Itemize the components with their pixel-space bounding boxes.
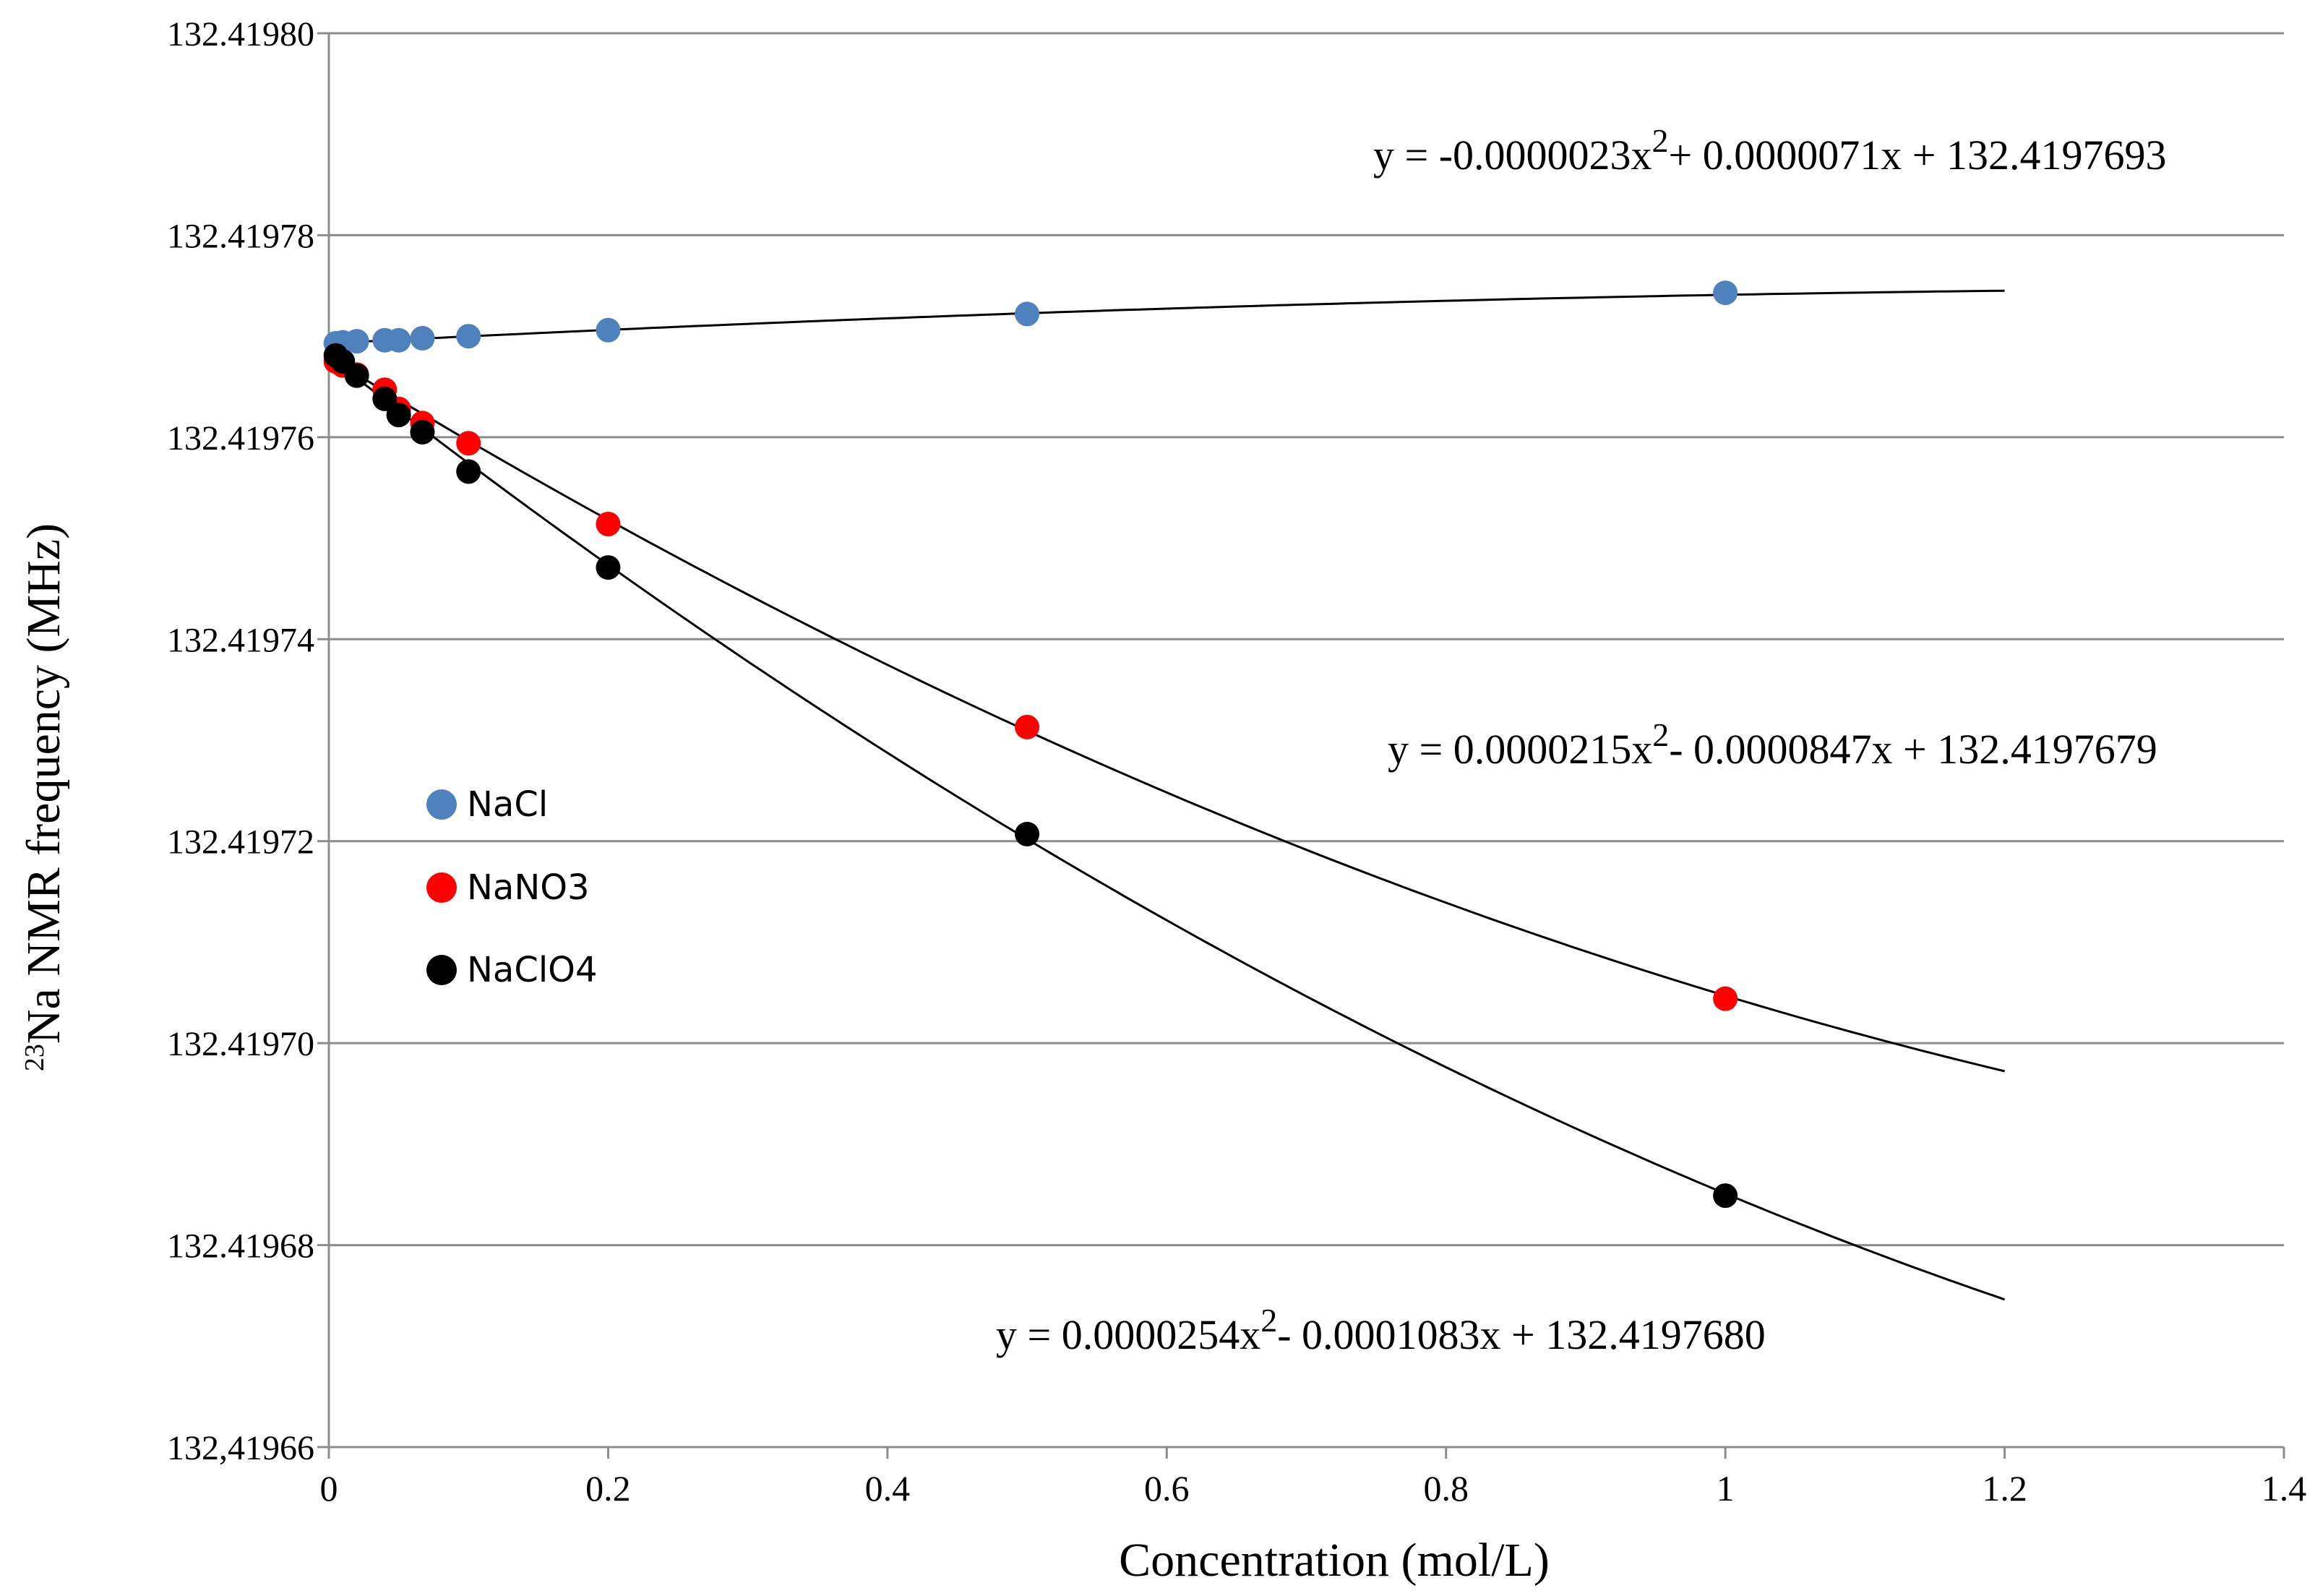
- data-point-naclo4: [456, 459, 481, 484]
- x-axis-title: Concentration (mol/L): [1119, 1534, 1550, 1587]
- gridlines: [329, 32, 2284, 1247]
- data-point-nacl: [1713, 280, 1738, 306]
- data-point-nacl: [596, 317, 621, 343]
- data-point-naclo4: [372, 386, 398, 411]
- legend-marker-naclo4: [426, 955, 457, 985]
- y-tick-label: 132.41970: [167, 1025, 314, 1063]
- legend: NaCl NaNO3 NaClO4: [426, 784, 598, 990]
- x-tick-label: 0: [320, 1468, 338, 1509]
- legend-marker-nano3: [426, 872, 457, 903]
- y-tick-labels: 132,41966 132.41968 132.41970 132.41972 132.…: [167, 15, 314, 1467]
- data-point-nano3: [596, 512, 621, 537]
- x-tick-labels: 0 0.2 0.4 0.6 0.8 1 1.2 1.4: [320, 1468, 2307, 1509]
- data-point-naclo4: [344, 363, 369, 388]
- x-tick-label: 1.2: [1982, 1468, 2027, 1509]
- y-axis-title-text: Na NMR frequency (MHz): [17, 523, 70, 1044]
- y-axis-title-superscript: 23: [20, 1044, 50, 1071]
- data-point-nano3: [456, 431, 481, 456]
- data-point-naclo4: [1713, 1183, 1738, 1209]
- data-point-nano3: [1713, 986, 1738, 1011]
- equation-nano3: y = 0.0000215x2- 0.0000847x + 132.419767…: [1388, 716, 2157, 773]
- x-tick-label: 0.8: [1423, 1468, 1469, 1509]
- equation-nacl: y = -0.0000023x2+ 0.0000071x + 132.41976…: [1373, 122, 2166, 179]
- equation-naclo4: y = 0.0000254x2- 0.0001083x + 132.419768…: [996, 1302, 1766, 1358]
- y-tick-label: 132.41974: [167, 621, 314, 659]
- data-point-nacl: [1015, 301, 1040, 327]
- legend-label-naclo4: NaClO4: [467, 950, 598, 990]
- data-point-nacl: [456, 324, 481, 349]
- data-point-naclo4: [1015, 821, 1040, 846]
- y-tick-label: 132.41976: [167, 419, 314, 458]
- fit-curves: [328, 289, 2006, 1301]
- data-point-nacl: [344, 329, 369, 354]
- axes: [317, 32, 2285, 1459]
- fit-curve-nacl: [328, 289, 2005, 345]
- x-tick-label: 0.2: [585, 1468, 631, 1509]
- y-tick-label: 132.41980: [167, 15, 314, 53]
- x-tick-label: 0.6: [1144, 1468, 1190, 1509]
- fit-curve-naclo4: [328, 355, 2006, 1301]
- data-point-nacl: [386, 327, 411, 353]
- data-point-naclo4: [410, 419, 435, 445]
- legend-label-nano3: NaNO3: [467, 867, 590, 908]
- y-axis-title: 23Na NMR frequency (MHz): [17, 523, 70, 1071]
- legend-label-nacl: NaCl: [467, 784, 548, 825]
- y-tick-label: 132.41968: [167, 1227, 314, 1266]
- y-tick-label: 132.41972: [167, 823, 314, 862]
- x-tick-label: 1: [1717, 1468, 1735, 1509]
- legend-marker-nacl: [426, 789, 457, 820]
- x-tick-label: 1.4: [2262, 1468, 2307, 1509]
- y-tick-label: 132,41966: [167, 1429, 314, 1467]
- data-points: [323, 280, 1738, 1209]
- x-tick-label: 0.4: [865, 1468, 911, 1509]
- data-point-nano3: [1015, 714, 1040, 739]
- data-point-naclo4: [386, 403, 411, 428]
- data-point-nacl: [410, 325, 435, 351]
- data-point-naclo4: [596, 555, 621, 580]
- y-tick-label: 132.41978: [167, 217, 314, 255]
